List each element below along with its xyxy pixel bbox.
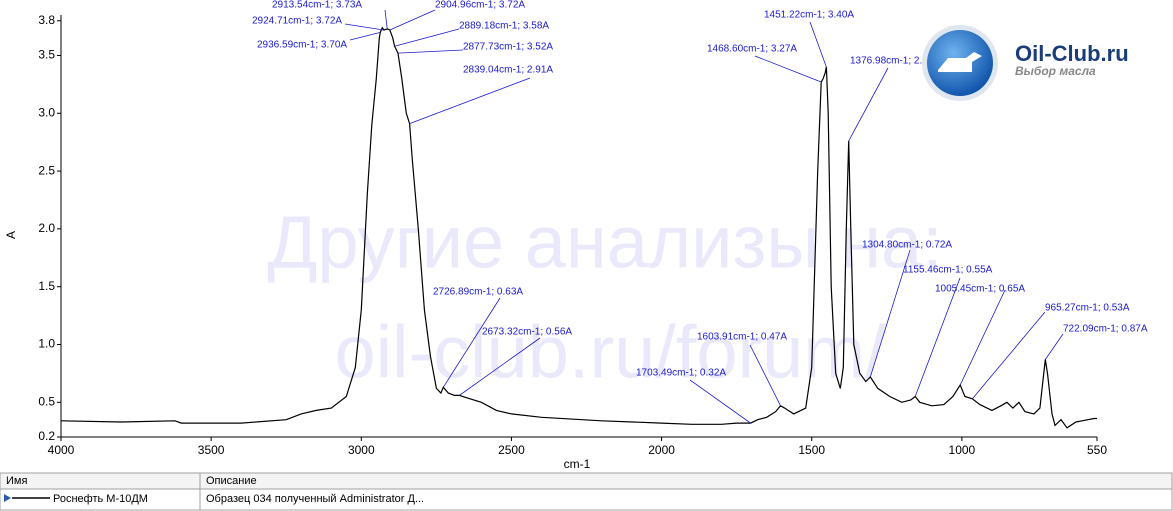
annotation-leader [389, 9, 436, 31]
annotation-leader [959, 289, 1006, 386]
annotation-label: 2913.54cm-1; 3.73A [272, 0, 362, 11]
annotation-label: 2936.59cm-1; 3.70A [257, 40, 347, 51]
annotation-label: 1155.46cm-1; 0.55A [903, 265, 993, 276]
annotation-label: 1304.80cm-1; 0.72A [862, 240, 952, 251]
annotation-label: 2839.04cm-1; 2.91A [463, 65, 553, 76]
annotation-leader [344, 23, 384, 31]
x-tick-label: 1500 [798, 443, 825, 457]
annotation-label: 1703.49cm-1; 0.32A [636, 368, 726, 379]
x-tick-label: 2500 [498, 443, 525, 457]
annotation-leader [809, 21, 827, 68]
annotation-leader [459, 337, 541, 396]
y-tick-label: 3.8 [38, 13, 55, 27]
annotation-label: 2877.73cm-1; 3.52A [463, 42, 553, 53]
x-axis-label: cm-1 [564, 457, 591, 471]
annotation-leader [394, 28, 460, 47]
x-tick-label: 3000 [348, 443, 375, 457]
y-tick-label: 0.2 [38, 429, 55, 443]
spectrum-line [60, 26, 1097, 429]
y-tick-label: 2.5 [38, 163, 55, 177]
x-tick-label: 3500 [198, 443, 225, 457]
annotation-label: 2889.18cm-1; 3.58A [459, 21, 549, 32]
legend-table: Имя Описание Роснефть М-10ДМ Образец 034… [0, 472, 1173, 511]
annotation-leader [869, 249, 911, 377]
x-tick-label: 4000 [48, 443, 75, 457]
y-tick-label: 3.5 [38, 48, 55, 62]
annotation-label: 965.27cm-1; 0.53A [1045, 303, 1130, 314]
annotation-label: 1603.91cm-1; 0.47A [697, 332, 787, 343]
annotation-label: 2904.96cm-1; 3.72A [435, 0, 525, 11]
y-tick-label: 1.5 [38, 279, 55, 293]
table-header: Имя [6, 475, 27, 487]
annotation-label: 722.09cm-1; 0.87A [1063, 324, 1148, 335]
annotation-label: 1005.45cm-1; 0.65A [935, 284, 1025, 295]
annotation-leader [1044, 333, 1064, 360]
annotation-label: 1376.98cm-1; 2.76A [850, 56, 940, 67]
annotation-leader [409, 77, 531, 125]
x-tick-label: 1000 [949, 443, 976, 457]
annotation-leader [689, 379, 751, 424]
annotation-leader [754, 55, 822, 83]
x-tick-label: 550 [1087, 443, 1107, 457]
x-tick-label: 2000 [648, 443, 675, 457]
logo-title: Oil-Club.ru [1015, 41, 1129, 66]
annotation-label: 1468.60cm-1; 3.27A [707, 44, 797, 55]
table-header: Описание [206, 475, 257, 487]
annotation-leader [971, 311, 1046, 400]
watermark: Другие анализы на: [267, 201, 942, 284]
annotation-label: 2726.89cm-1; 0.63A [433, 287, 523, 298]
plot: 0.2 0.5 1.0 1.5 2.0 2.5 3.0 3.5 3.8 4000 3500 3000 2… [38, 0, 1148, 457]
logo-subtitle: Выбор масла [1015, 64, 1096, 78]
y-axis-label: A [4, 231, 18, 239]
y-tick-label: 1.0 [38, 337, 55, 351]
legend-entry[interactable]: Роснефть М-10ДМ [53, 493, 148, 505]
y-tick-label: 0.5 [38, 394, 55, 408]
annotation-label: 1451.22cm-1; 3.40A [764, 10, 854, 21]
y-tick-label: 2.0 [38, 221, 55, 235]
annotation-label: 2673.32cm-1; 0.56A [482, 327, 572, 338]
table-cell: Образец 034 полученный Administrator Д..… [206, 493, 424, 505]
annotation-leader [914, 277, 961, 397]
watermark: oil-club.ru/forum/ [334, 311, 886, 394]
logo: Oil-Club.ru Выбор масла [922, 25, 1129, 101]
annotation-leader [749, 344, 781, 406]
annotation-leader [349, 31, 381, 41]
annotation-leader [848, 67, 889, 142]
annotation-leader [384, 9, 388, 29]
y-tick-label: 3.0 [38, 105, 55, 119]
annotation-leader [397, 49, 464, 54]
annotation-label: 2924.71cm-1; 3.72A [252, 16, 342, 27]
annotation-leader [442, 297, 501, 388]
